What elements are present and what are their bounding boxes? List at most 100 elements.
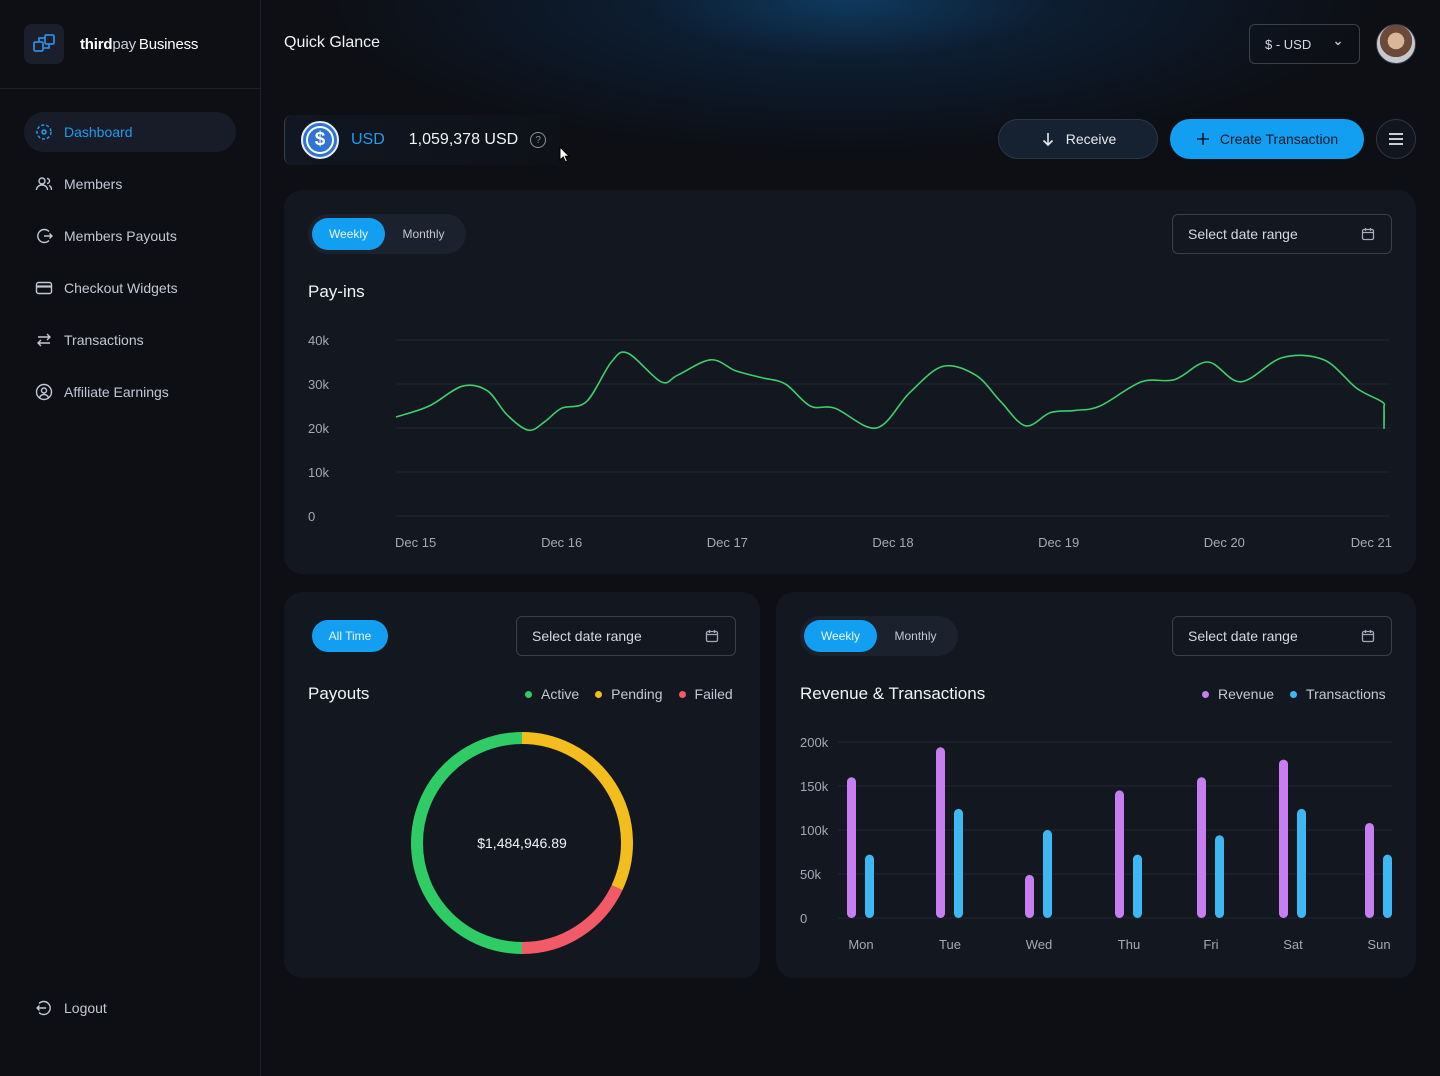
legend-pending: Pending bbox=[595, 686, 663, 702]
sidebar-item-label: Members bbox=[64, 176, 123, 192]
user-circle-icon bbox=[35, 383, 53, 401]
y-tick-label: 100k bbox=[800, 823, 829, 838]
donut-total: $1,484,946.89 bbox=[477, 835, 567, 851]
revenue-period-toggle: Weekly Monthly bbox=[800, 616, 958, 656]
create-transaction-label: Create Transaction bbox=[1219, 131, 1339, 147]
x-tick-label: Dec 16 bbox=[541, 535, 582, 550]
donut-slice-active bbox=[411, 732, 523, 954]
payouts-legend: Active Pending Failed bbox=[509, 686, 733, 702]
payouts-date-range[interactable]: Select date range bbox=[516, 616, 736, 656]
bar-transactions bbox=[1133, 854, 1142, 918]
arrow-down-icon bbox=[1042, 133, 1053, 147]
legend-dot bbox=[678, 690, 686, 698]
bar-transactions bbox=[1043, 830, 1052, 918]
legend-label: Transactions bbox=[1306, 686, 1386, 702]
filter-all-time[interactable]: All Time bbox=[312, 620, 388, 652]
payins-date-range[interactable]: Select date range bbox=[1172, 214, 1392, 254]
usd-coin-icon: $ bbox=[301, 121, 339, 159]
page-title: Quick Glance bbox=[284, 34, 381, 51]
balance-summary: $ USD 1,059,378 USD ? bbox=[284, 115, 560, 165]
bar-transactions bbox=[954, 808, 963, 918]
x-tick-label: Dec 17 bbox=[707, 535, 748, 550]
payouts-donut-chart: $1,484,946.89 bbox=[411, 732, 633, 954]
menu-button[interactable] bbox=[1376, 119, 1416, 159]
y-tick-label: 0 bbox=[308, 509, 315, 524]
legend-dot bbox=[595, 690, 603, 698]
sidebar-item-checkout-widgets[interactable]: Checkout Widgets bbox=[24, 268, 236, 308]
y-tick-label: 150k bbox=[800, 779, 829, 794]
dashboard-icon bbox=[35, 123, 53, 141]
bar-transactions bbox=[1297, 808, 1306, 918]
y-tick-label: 50k bbox=[800, 867, 821, 882]
bar-revenue bbox=[1197, 777, 1206, 918]
payins-period-toggle: Weekly Monthly bbox=[308, 214, 466, 254]
avatar[interactable] bbox=[1376, 24, 1416, 64]
plus-icon bbox=[1196, 133, 1209, 145]
y-tick-label: 20k bbox=[308, 421, 329, 436]
payins-card: Weekly Monthly Select date range Pay-ins… bbox=[284, 190, 1416, 574]
revenue-bar-chart: 200k 150k 100k 50k 0 Mon Tue Wed Thu Fri Sat Sun bbox=[800, 735, 1392, 952]
date-range-placeholder: Select date range bbox=[1188, 226, 1298, 242]
x-tick-label: Sat bbox=[1283, 937, 1303, 952]
sidebar-item-members[interactable]: Members bbox=[24, 164, 236, 204]
legend-dot bbox=[1202, 690, 1209, 698]
balance-currency: USD bbox=[351, 131, 385, 148]
tab-weekly[interactable]: Weekly bbox=[312, 218, 385, 250]
tab-monthly[interactable]: Monthly bbox=[402, 227, 445, 241]
sidebar-item-members-payouts[interactable]: Members Payouts bbox=[24, 216, 236, 256]
x-tick-label: Dec 20 bbox=[1204, 535, 1245, 550]
revenue-date-range[interactable]: Select date range bbox=[1172, 616, 1392, 656]
chevron-down-icon bbox=[1335, 41, 1341, 46]
sidebar: thirdpay Business Dashboard Members Membe… bbox=[0, 0, 261, 1076]
payouts-card bbox=[284, 592, 760, 978]
brand-name-suffix: Business bbox=[138, 35, 199, 53]
hamburger-icon bbox=[1389, 133, 1403, 145]
brand: thirdpay Business bbox=[0, 0, 260, 89]
tab-weekly[interactable]: Weekly bbox=[804, 620, 877, 652]
sidebar-item-affiliate-earnings[interactable]: Affiliate Earnings bbox=[24, 372, 236, 412]
payins-title: Pay-ins bbox=[308, 282, 365, 301]
legend-dot bbox=[525, 690, 532, 698]
bar-revenue bbox=[1365, 822, 1374, 918]
balance-amount: 1,059,378 USD bbox=[408, 131, 519, 148]
legend-transactions: Transactions bbox=[1290, 686, 1386, 702]
bar-transactions bbox=[865, 854, 874, 918]
x-tick-label: Dec 21 bbox=[1351, 535, 1392, 550]
create-transaction-button[interactable]: Create Transaction bbox=[1170, 119, 1364, 159]
logout-icon bbox=[35, 999, 53, 1017]
sidebar-item-label: Affiliate Earnings bbox=[64, 384, 169, 400]
logout-button[interactable]: Logout bbox=[24, 988, 107, 1028]
sidebar-item-label: Checkout Widgets bbox=[64, 280, 178, 296]
sidebar-item-dashboard[interactable]: Dashboard bbox=[24, 112, 236, 152]
legend-active: Active bbox=[525, 686, 579, 702]
calendar-icon bbox=[1361, 228, 1375, 241]
x-tick-label: Tue bbox=[939, 937, 961, 952]
payins-line-chart: 40k 30k 20k 10k 0 Dec 15 Dec 16 Dec 17 Dec 18 Dec… bbox=[308, 333, 1392, 550]
brand-logo-icon[interactable] bbox=[24, 24, 64, 64]
x-tick-label: Dec 18 bbox=[872, 535, 913, 550]
sidebar-item-label: Transactions bbox=[64, 332, 144, 348]
legend-label: Active bbox=[541, 686, 580, 702]
receive-label: Receive bbox=[1065, 131, 1117, 147]
bar-revenue bbox=[1279, 759, 1288, 918]
revenue-title: Revenue & Transactions bbox=[800, 684, 986, 703]
sidebar-item-label: Members Payouts bbox=[64, 228, 177, 244]
x-tick-label: Wed bbox=[1026, 937, 1053, 952]
date-range-placeholder: Select date range bbox=[1188, 628, 1298, 644]
sidebar-item-transactions[interactable]: Transactions bbox=[24, 320, 236, 360]
sidebar-nav: Dashboard Members Members Payouts Checko… bbox=[0, 112, 260, 412]
receive-button[interactable]: Receive bbox=[998, 119, 1158, 159]
brand-name-bold: third bbox=[80, 35, 113, 53]
brand-name-light: pay bbox=[112, 35, 136, 53]
x-tick-label: Mon bbox=[848, 937, 873, 952]
calendar-icon bbox=[1361, 630, 1375, 643]
revenue-legend: Revenue Transactions bbox=[1186, 686, 1386, 702]
y-tick-label: 10k bbox=[308, 465, 329, 480]
legend-label: Pending bbox=[611, 686, 663, 702]
currency-select[interactable]: $ - USD bbox=[1249, 24, 1360, 64]
tab-monthly[interactable]: Monthly bbox=[894, 629, 937, 643]
bar-transactions bbox=[1215, 835, 1224, 918]
payouts-title: Payouts bbox=[308, 684, 370, 703]
x-tick-label: Sun bbox=[1367, 937, 1390, 952]
help-icon[interactable]: ? bbox=[530, 132, 547, 148]
